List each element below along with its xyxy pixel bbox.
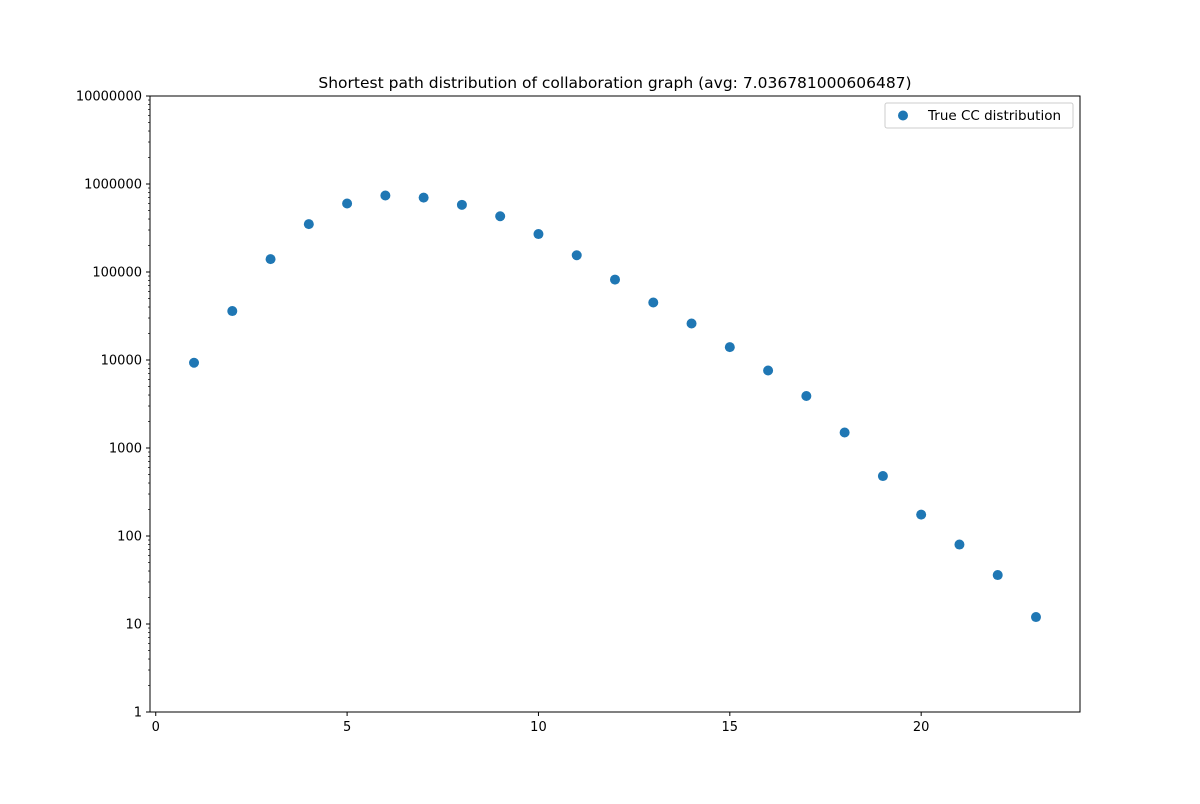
data-point (686, 318, 697, 329)
y-tick-label: 100 (117, 530, 142, 545)
x-tick-label: 5 (343, 720, 351, 735)
data-point (954, 539, 965, 550)
y-tick-label: 10000 (101, 354, 142, 369)
data-point (342, 198, 353, 209)
data-point (533, 229, 544, 240)
data-point (227, 306, 238, 317)
legend-label: True CC distribution (927, 108, 1061, 124)
y-tick-label: 10 (125, 618, 142, 633)
chart-title: Shortest path distribution of collaborat… (318, 74, 911, 92)
data-point (801, 390, 812, 401)
data-point (839, 427, 850, 438)
y-tick-label: 1000 (109, 442, 142, 457)
y-tick-label: 100000 (92, 266, 142, 281)
data-point (992, 570, 1003, 581)
x-tick-label: 10 (530, 720, 547, 735)
data-point (265, 254, 276, 265)
data-point (495, 211, 506, 222)
data-point (610, 274, 620, 285)
data-point (1030, 612, 1041, 623)
legend-box (884, 102, 1074, 129)
y-tick-label: 1000000 (84, 178, 142, 193)
y-axis: 1 10 100 1000 10000 100000 1000000 10000000 (76, 90, 150, 721)
data-point (456, 199, 467, 210)
legend-marker (898, 110, 908, 121)
data-point (916, 509, 927, 520)
x-tick-label: 15 (722, 720, 739, 735)
x-axis: 0 5 10 15 20 (152, 712, 930, 735)
y-tick-label: 10000000 (76, 90, 142, 105)
y-tick-label: 1 (134, 706, 142, 721)
data-point (380, 190, 391, 201)
x-tick-label: 0 (152, 720, 160, 735)
x-tick-label: 20 (913, 720, 930, 735)
data-point (571, 250, 582, 261)
data-point (724, 342, 735, 353)
data-point (763, 365, 774, 376)
data-point (877, 471, 888, 482)
data-point (418, 192, 429, 203)
data-point (303, 219, 314, 230)
data-point (648, 297, 659, 308)
scatter-points (189, 190, 1041, 623)
legend: True CC distribution (884, 102, 1074, 129)
plot-frame (149, 95, 1081, 713)
data-point (189, 357, 200, 368)
